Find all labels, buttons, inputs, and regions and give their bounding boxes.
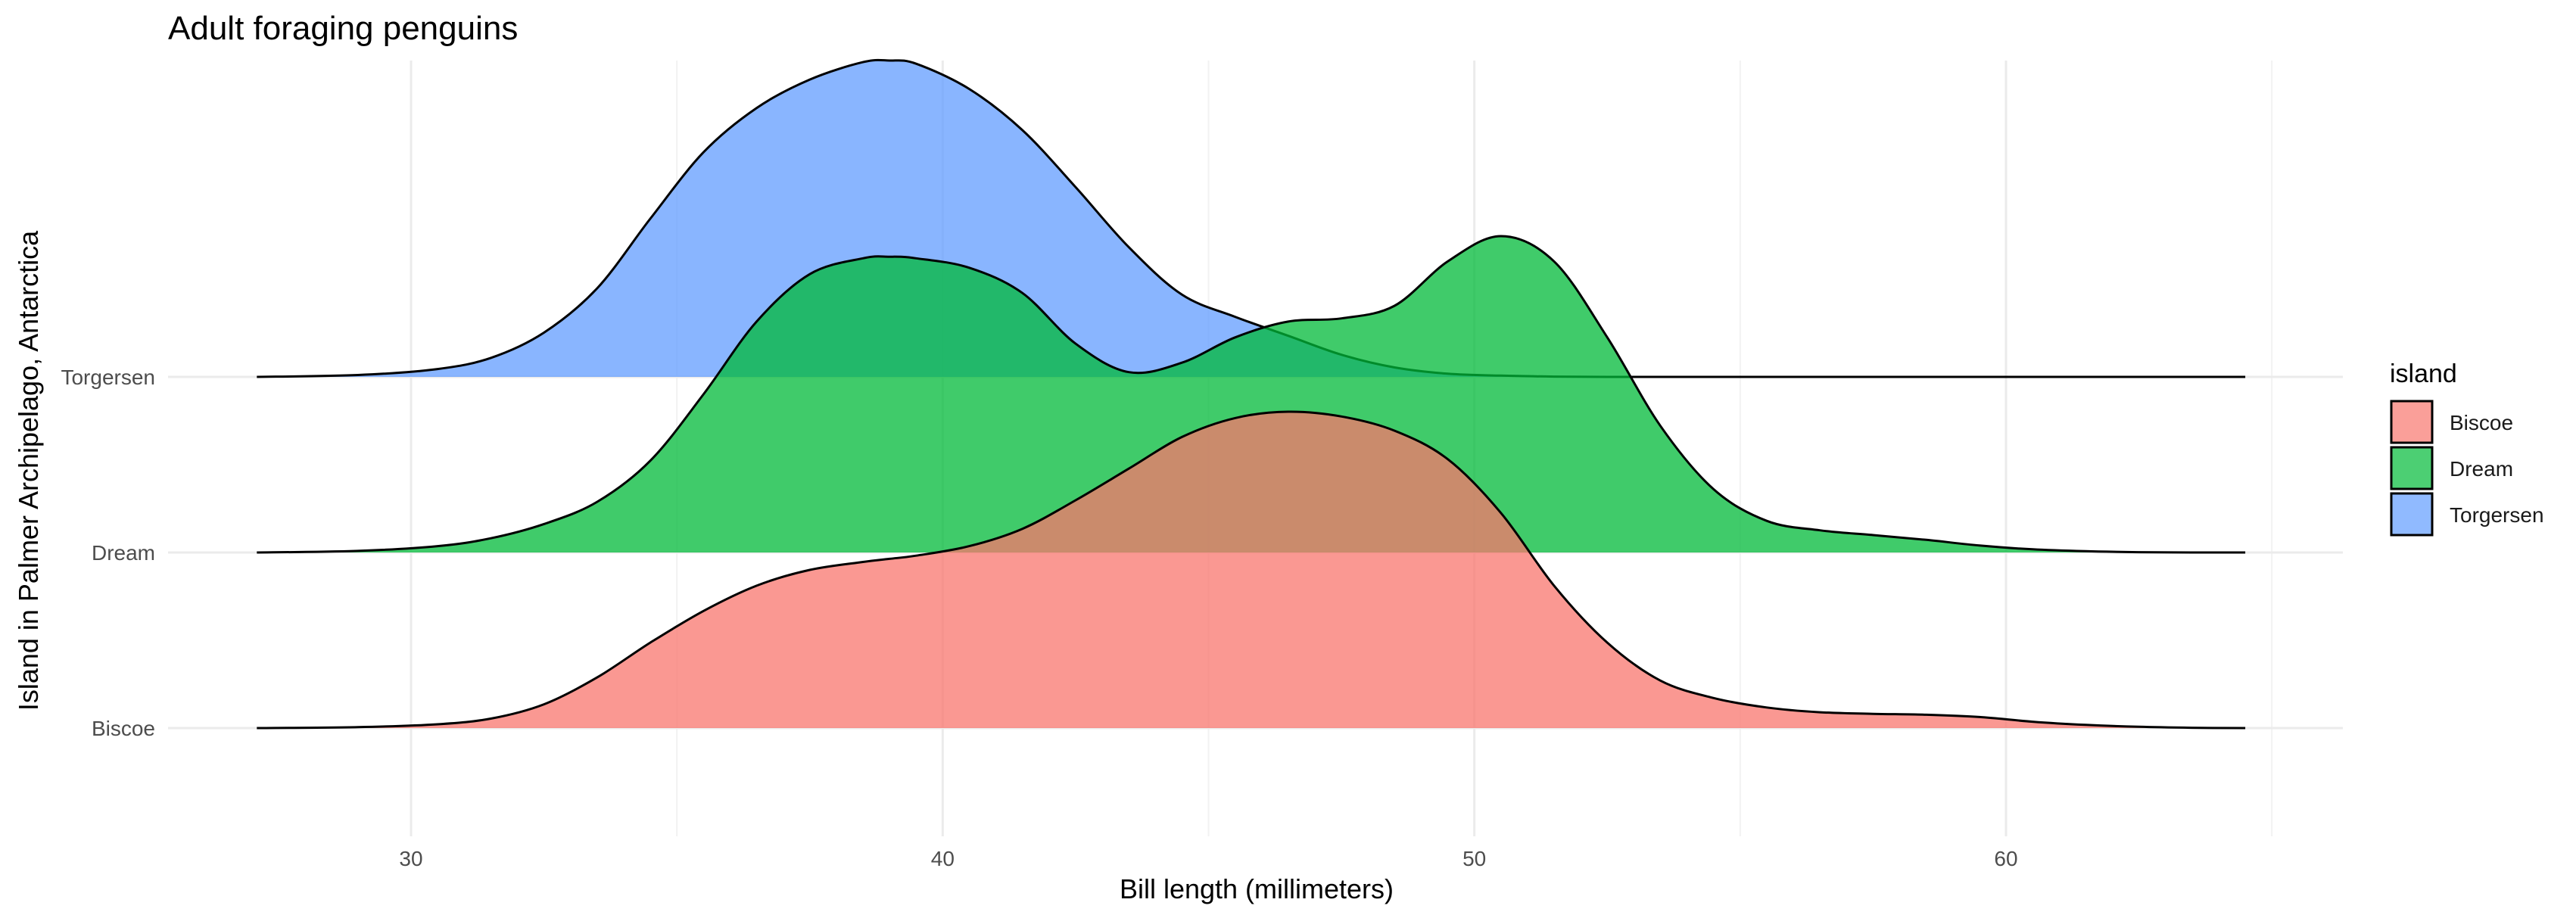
x-axis-title: Bill length (millimeters) <box>1120 873 1394 904</box>
ridge-area-torgersen <box>257 60 2246 378</box>
legend-item-torgersen: Torgersen <box>2390 492 2544 537</box>
legend-item-dream: Dream <box>2390 446 2513 490</box>
legend: island Biscoe Dream Torgersen <box>2390 359 2544 537</box>
legend-swatch <box>2390 446 2434 490</box>
legend-swatch <box>2390 400 2434 444</box>
x-tick-label: 50 <box>1462 847 1486 870</box>
ridge-area-dream <box>257 236 2246 553</box>
legend-items: Biscoe Dream Torgersen <box>2390 400 2544 537</box>
legend-label: Torgersen <box>2450 503 2544 527</box>
legend-swatch <box>2390 492 2434 537</box>
ridge-biscoe <box>257 410 2246 730</box>
ridge-layer <box>257 58 2246 730</box>
legend-label: Biscoe <box>2450 411 2513 434</box>
x-tick-label: 40 <box>931 847 955 870</box>
legend-title: island <box>2390 359 2457 388</box>
legend-label: Dream <box>2450 457 2513 481</box>
y-axis-title: Island in Palmer Archipelago, Antarctica <box>13 230 44 711</box>
x-tick-label: 30 <box>399 847 422 870</box>
legend-item-biscoe: Biscoe <box>2390 400 2513 444</box>
ridge-outline-biscoe <box>257 410 2246 730</box>
y-tick-label: Biscoe <box>92 717 155 740</box>
ridge-area-biscoe <box>257 411 2246 728</box>
y-tick-label: Torgersen <box>61 366 155 389</box>
ridge-dream <box>257 235 2246 554</box>
chart-title: Adult foraging penguins <box>168 10 518 47</box>
y-tick-label: Dream <box>92 541 155 565</box>
ridge-outline-dream <box>257 235 2246 554</box>
x-tick-labels: 30 40 50 60 <box>399 847 2017 870</box>
y-tick-labels: Biscoe Dream Torgersen <box>61 366 155 740</box>
ridge-outline-torgersen <box>257 58 2246 378</box>
x-tick-label: 60 <box>1994 847 2017 870</box>
ridge-torgersen <box>257 58 2246 378</box>
